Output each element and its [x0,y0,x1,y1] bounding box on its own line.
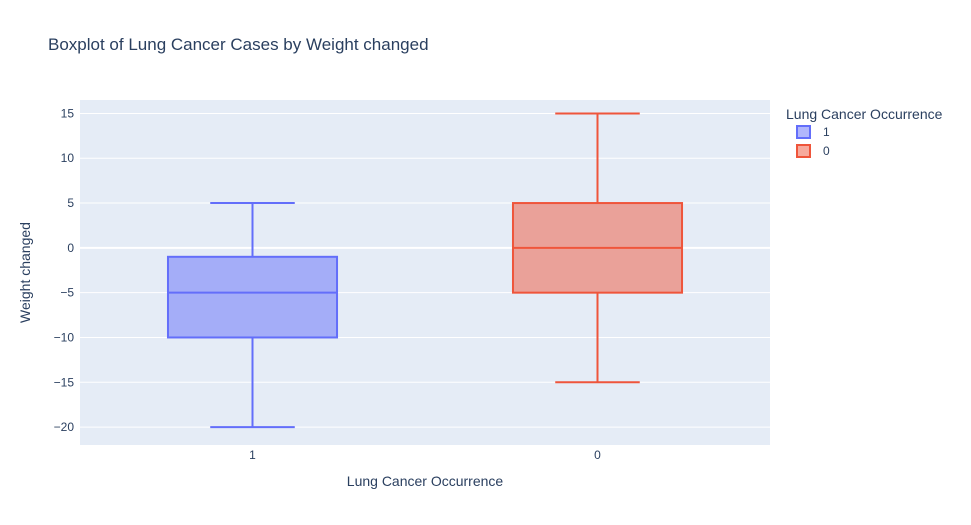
box [166,255,339,339]
y-tick-label: 10 [61,151,75,165]
legend-swatch [796,125,811,139]
gridlines [80,112,770,428]
box-series-0[interactable] [511,112,684,384]
y-tick-label: −5 [60,286,74,300]
x-tick-label: 0 [594,448,601,462]
box-series-1[interactable] [166,202,339,429]
legend-label: 1 [823,125,830,139]
x-tick-label: 1 [249,448,256,462]
legend-title: Lung Cancer Occurrence [786,106,943,122]
y-axis-label: Weight changed [17,222,33,323]
y-axis-ticks: 15 10 5 0 −5 −10 −15 −20 [54,106,75,434]
y-tick-label: −20 [54,420,75,434]
legend-item-0[interactable]: 0 [796,144,830,158]
chart-title: Boxplot of Lung Cancer Cases by Weight c… [48,35,429,54]
y-tick-label: 0 [67,241,74,255]
legend-item-1[interactable]: 1 [796,125,830,139]
y-tick-label: −15 [54,375,75,389]
y-tick-label: −10 [54,330,75,344]
legend[interactable]: Lung Cancer Occurrence 1 0 [786,106,943,158]
y-tick-label: 5 [67,196,74,210]
boxes [166,112,684,429]
x-axis-label: Lung Cancer Occurrence [347,473,504,489]
legend-label: 0 [823,144,830,158]
legend-swatch [796,144,811,158]
y-tick-label: 15 [61,106,75,120]
